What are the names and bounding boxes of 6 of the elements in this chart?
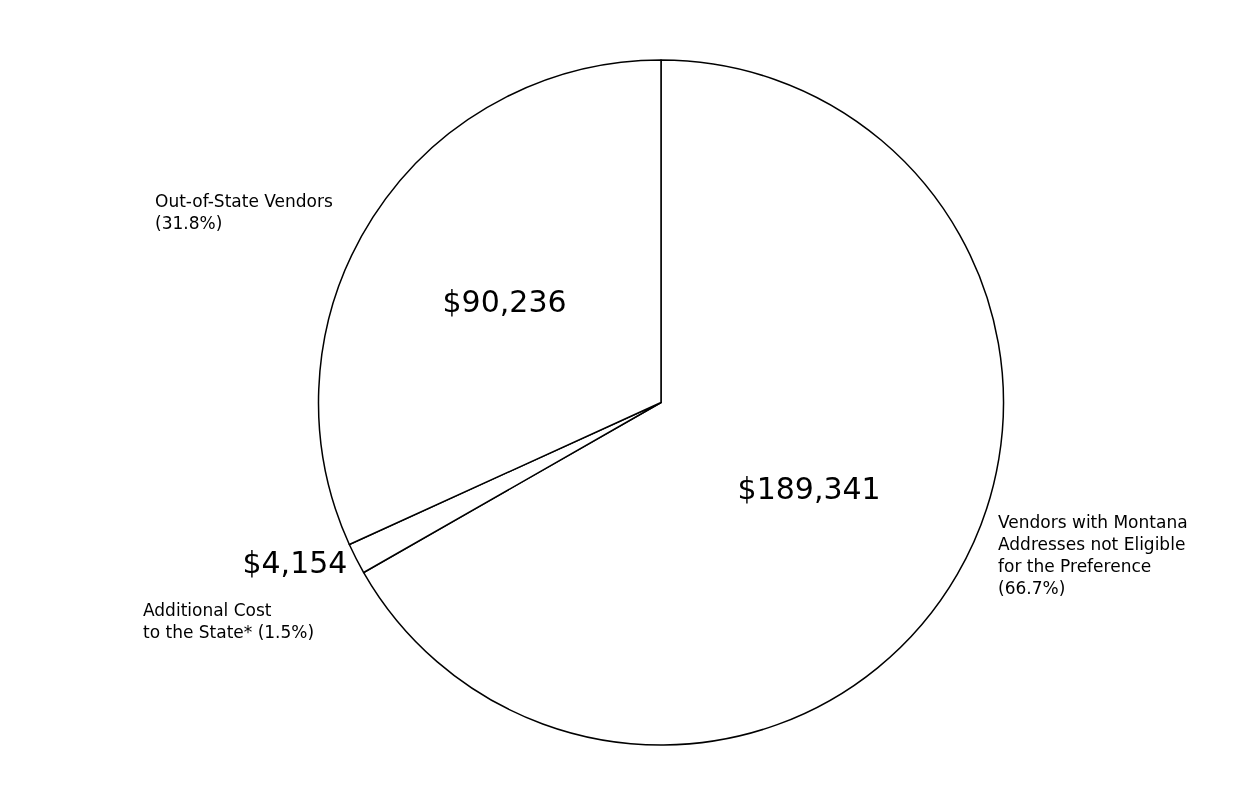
data-label: $189,341 bbox=[737, 470, 881, 506]
data-label: $90,236 bbox=[442, 284, 567, 320]
slice-label: Out-of-State Vendors (31.8%) bbox=[155, 191, 333, 234]
slice-label: Additional Cost to the State* (1.5%) bbox=[143, 600, 315, 643]
data-label: $4,154 bbox=[242, 544, 348, 580]
slice-label: Vendors with Montana Addresses not Eligible for the Preference (66.7%) bbox=[998, 512, 1188, 599]
